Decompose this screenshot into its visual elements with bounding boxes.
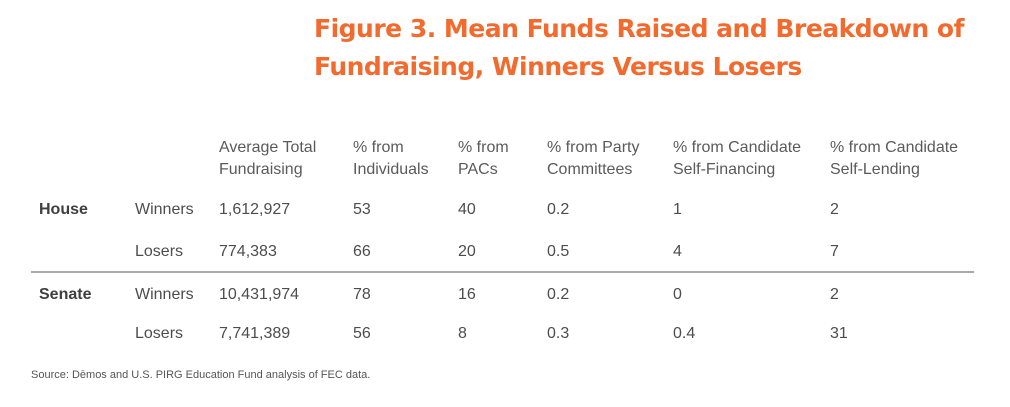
column-header-average-total-fundraising: Average Total Fundraising [219,139,317,178]
chamber-label-house: House [39,201,88,218]
table-cell: 7,741,389 [219,325,291,342]
table-cell: 4 [673,243,682,260]
table-cell: 7 [830,243,839,260]
figure-title-line-2: Fundraising, Winners Versus Losers [314,52,802,81]
chamber-label-senate: Senate [39,286,92,303]
table-cell: 2 [830,286,839,303]
row-label: Losers [135,325,184,342]
figure-title-line-1: Figure 3. Mean Funds Raised and Breakdow… [314,14,965,43]
table-cell: 31 [830,325,848,342]
row-label: Losers [135,243,184,260]
section-divider [31,271,974,273]
table-cell: 20 [458,243,476,260]
column-header-pct-self-lending: % from Candidate Self-Lending [830,139,959,178]
table-cell: 66 [353,243,371,260]
table-cell: 774,383 [219,243,277,260]
table-cell: 1,612,927 [219,201,291,218]
table-cell: 53 [353,201,371,218]
column-header-pct-pacs: % from PACs [458,139,509,178]
source-note: Source: Dēmos and U.S. PIRG Education Fu… [31,369,371,381]
row-label: Winners [135,286,194,303]
column-header-pct-individuals: % from Individuals [353,139,429,178]
figure-title: Figure 3. Mean Funds Raised and Breakdow… [314,10,994,86]
table-cell: 56 [353,325,371,342]
table-cell: 0.5 [547,243,570,260]
table-cell: 2 [830,201,839,218]
table-cell: 78 [353,286,371,303]
column-header-pct-party-committees: % from Party Committees [547,139,640,178]
table-cell: 8 [458,325,467,342]
column-header-pct-self-financing: % from Candidate Self-Financing [673,139,802,178]
table-cell: 0.2 [547,286,570,303]
table-cell: 0.2 [547,201,570,218]
table-cell: 40 [458,201,476,218]
table-cell: 1 [673,201,682,218]
table-cell: 0 [673,286,682,303]
table-cell: 0.4 [673,325,696,342]
table-cell: 16 [458,286,476,303]
row-label: Winners [135,201,194,218]
table-cell: 0.3 [547,325,570,342]
table-cell: 10,431,974 [219,286,300,303]
